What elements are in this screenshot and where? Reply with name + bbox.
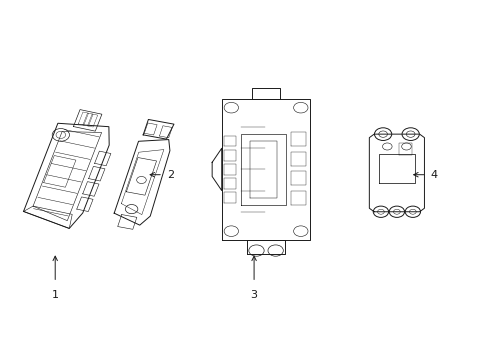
Text: 2: 2: [166, 170, 173, 180]
Text: 4: 4: [429, 170, 436, 180]
Text: 1: 1: [52, 290, 59, 300]
Text: 3: 3: [250, 290, 257, 300]
